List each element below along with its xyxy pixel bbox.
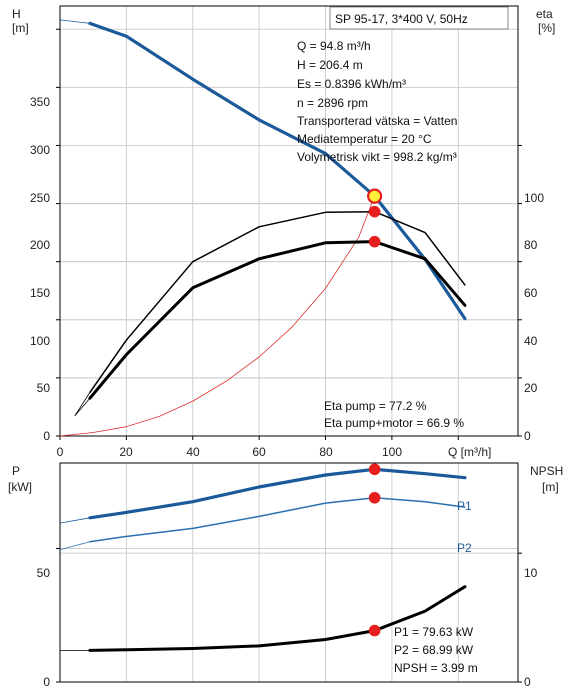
info-temp: Mediatemperatur = 20 °C [297,132,432,146]
top-x-tick-60: 60 [252,445,266,459]
title-box-text: SP 95-17, 3*400 V, 50Hz [335,12,468,26]
top-x-tick-40: 40 [186,445,200,459]
info-q: Q = 94.8 m³/h [297,39,371,53]
bottom-p-tick-50: 50 [37,566,51,580]
info-eta-pump: Eta pump = 77.2 % [324,399,427,413]
duty-point-marker [367,188,383,204]
info-n: n = 2896 rpm [297,96,368,110]
operating-point-marker [368,491,381,504]
top-eta-tick-0: 0 [524,429,531,443]
series-P2-extension [59,541,91,551]
p2-tag: P2 [457,541,472,555]
top-y-tick-300: 300 [30,143,50,157]
info-p2: P2 = 68.99 kW [394,643,474,657]
plot-frame [59,5,519,437]
info-npsh: NPSH = 3.99 m [394,661,478,675]
series-eta-pump-extension [74,392,91,416]
bottom-y-left-label-1: P [12,464,20,478]
info-es: Es = 0.8396 kWh/m³ [297,77,406,91]
bottom-y-right-label-1: NPSH [530,464,563,478]
top-y-tick-250: 250 [30,191,50,205]
bottom-npsh-tick-0: 0 [524,675,531,689]
title-box [329,6,509,30]
top-x-tick-100: 100 [382,445,402,459]
top-y-tick-100: 100 [30,334,50,348]
series-P1-extension [59,517,90,524]
top-x-tick-20: 20 [119,445,133,459]
top-y-tick-0: 0 [43,429,50,443]
top-eta-tick-40: 40 [524,334,538,348]
series-eta-pump [89,210,466,394]
series-P1 [88,467,467,520]
top-x-tick-80: 80 [319,445,333,459]
operating-point-marker [368,205,381,218]
top-x-tick-0: 0 [57,445,64,459]
bottom-y-left-label-2: [kW] [8,480,32,494]
top-eta-tick-20: 20 [524,381,538,395]
info-density: Volymetrisk vikt = 998.2 kg/m³ [297,150,457,164]
top-y-left-label-1: H [12,7,21,21]
series-system [92,195,376,433]
top-eta-tick-60: 60 [524,286,538,300]
series-eta-pump-motor [88,240,467,400]
info-p1: P1 = 79.63 kW [394,625,474,639]
top-eta-tick-100: 100 [524,191,544,205]
series-eta-pump-motor-extension [74,397,91,416]
top-curves [59,19,467,437]
info-liquid: Transporterad vätska = Vatten [297,114,457,128]
p1-tag: P1 [457,499,472,513]
plot-frame [59,462,519,683]
top-y-tick-200: 200 [30,238,50,252]
series-system-extension [59,432,94,437]
top-eta-tick-80: 80 [524,238,538,252]
series-head-extension [59,19,90,24]
top-y-right-label-2: [%] [538,21,555,35]
top-y-left-label-2: [m] [12,21,29,35]
series-P2 [89,496,466,543]
top-y-right-label-1: eta [536,7,553,21]
bottom-y-right-label-2: [m] [542,480,559,494]
bottom-npsh-tick-10: 10 [524,566,538,580]
top-y-tick-350: 350 [30,95,50,109]
bottom-p-tick-0: 0 [43,675,50,689]
series-head [88,21,467,321]
bottom-curves [59,463,467,652]
top-x-axis-label: Q [m³/h] [448,445,491,459]
top-y-tick-150: 150 [30,286,50,300]
info-h: H = 206.4 m [297,58,363,72]
operating-point-marker [368,235,381,248]
series-NPSH [88,585,467,652]
operating-point-marker [368,463,381,476]
top-y-tick-50: 50 [37,381,51,395]
operating-point-marker [368,624,381,637]
info-eta-pump-motor: Eta pump+motor = 66.9 % [324,416,464,430]
